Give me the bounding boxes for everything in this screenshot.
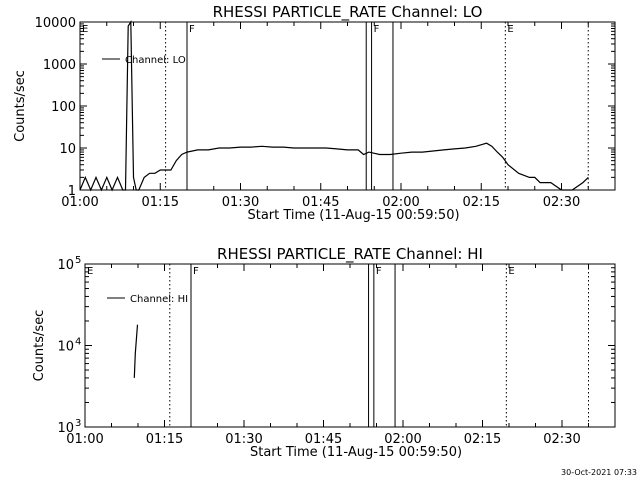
x-axis-label: Start Time (11-Aug-15 00:59:50): [247, 208, 459, 223]
x-tick-label: 02:15: [463, 195, 500, 210]
x-tick-label: 01:45: [305, 432, 342, 447]
hi-channel-panel: RHESSI PARTICLE_RATE Channel: HI 01:00 01:…: [32, 245, 616, 460]
y-tick-label: 10: [59, 142, 76, 157]
x-tick-label: 02:00: [384, 432, 421, 447]
x-tick-label: 01:45: [302, 195, 339, 210]
event-marker-label: E: [82, 24, 88, 35]
y-tick-exponent: 5: [75, 255, 81, 266]
x-tick-label: 02:30: [543, 432, 580, 447]
legend-label: Channel: LO: [125, 55, 186, 66]
event-marker-label: F: [193, 266, 199, 277]
chart-title: RHESSI PARTICLE_RATE Channel: LO: [213, 3, 483, 22]
y-tick-base: 10: [57, 340, 74, 355]
x-axis-label: Start Time (11-Aug-15 00:59:50): [250, 445, 462, 460]
x-tick-label: 01:30: [222, 195, 259, 210]
y-tick-exponent: 4: [75, 337, 81, 348]
plot-frame: [79, 21, 616, 191]
y-tick-base: 10: [57, 258, 74, 273]
y-tick-label: 100: [51, 100, 76, 115]
event-marker-label: E: [87, 266, 93, 277]
y-tick-exponent: 3: [75, 418, 81, 429]
y-tick-label: 10 4: [57, 337, 81, 355]
x-tick-label: 02:30: [543, 195, 580, 210]
y-tick-label: 10 5: [57, 255, 81, 273]
footer-timestamp: 30-Oct-2021 07:33: [561, 468, 637, 477]
series-line: [133, 324, 139, 378]
y-tick-label: 10 3: [57, 418, 81, 436]
x-tick-label: 02:15: [464, 432, 501, 447]
event-marker-label: E: [507, 24, 513, 35]
event-marker-label: E: [508, 266, 514, 277]
plot-frame: [84, 263, 616, 428]
lo-channel-panel: RHESSI PARTICLE_RATE Channel: LO 01:00 01:…: [13, 3, 616, 223]
series-line: [79, 19, 589, 192]
x-tick-label: 01:15: [146, 432, 183, 447]
y-tick-label: 1: [68, 184, 76, 199]
event-marker-label: F: [376, 266, 382, 277]
event-marker-label: F: [189, 24, 195, 35]
legend-label: Channel: HI: [130, 294, 188, 305]
x-tick-label: 01:00: [61, 195, 98, 210]
y-tick-label: 1000: [43, 58, 76, 73]
y-tick-base: 10: [57, 421, 74, 436]
x-tick-label: 01:15: [142, 195, 179, 210]
y-axis-label: Counts/sec: [13, 70, 28, 142]
chart-title: RHESSI PARTICLE_RATE Channel: HI: [217, 245, 483, 264]
x-tick-label: 02:00: [382, 195, 419, 210]
y-axis-label: Counts/sec: [32, 310, 47, 382]
y-tick-label: 10000: [35, 16, 76, 31]
x-tick-label: 01:30: [225, 432, 262, 447]
event-marker-label: F: [374, 24, 380, 35]
x-tick-label: 01:00: [66, 432, 103, 447]
